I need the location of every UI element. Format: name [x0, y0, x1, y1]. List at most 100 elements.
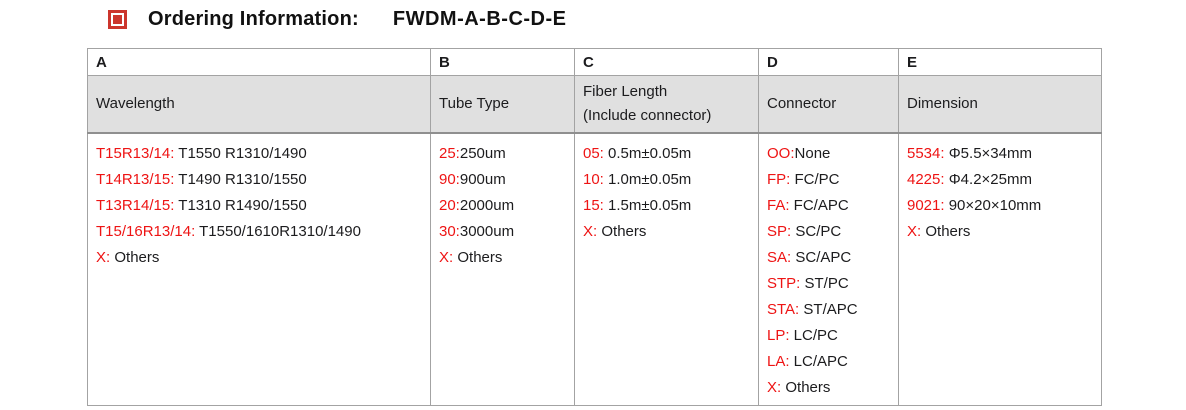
- option-code: X:: [439, 249, 454, 266]
- header-row: Wavelength Tube Type Fiber Length (Inclu…: [87, 75, 1102, 134]
- ordering-code: FWDM-A-B-C-D-E: [392, 8, 567, 30]
- option-item: 20:2000um: [439, 193, 566, 219]
- option-item: 05: 0.5m±0.05m: [583, 141, 750, 167]
- option-code: OO:: [767, 145, 795, 162]
- option-item: 5534: Φ5.5×34mm: [907, 141, 1093, 167]
- ordering-table: A B C D E Wavelength Tube Type Fiber Len…: [87, 48, 1102, 406]
- option-code: T15/16R13/14:: [96, 223, 196, 240]
- option-desc: 0.5m±0.05m: [603, 145, 692, 162]
- red-square-bullet-icon: [108, 10, 127, 29]
- option-desc: FC/APC: [789, 197, 849, 214]
- column-header-dimension: Dimension: [898, 75, 1102, 134]
- option-desc: T1310 R1490/1550: [174, 197, 307, 214]
- option-desc: None: [794, 145, 831, 162]
- option-item: X: Others: [907, 219, 1093, 245]
- option-desc: FC/PC: [790, 171, 840, 188]
- option-item: STA: ST/APC: [767, 297, 890, 323]
- option-code: STA:: [767, 301, 800, 318]
- option-item: T14R13/15: T1490 R1310/1550: [96, 167, 422, 193]
- option-desc: Others: [781, 379, 831, 396]
- option-desc: T1550 R1310/1490: [174, 145, 307, 162]
- option-code: 9021:: [907, 197, 945, 214]
- option-desc: T1490 R1310/1550: [174, 171, 307, 188]
- option-item: STP: ST/PC: [767, 271, 890, 297]
- option-desc: LC/PC: [789, 327, 838, 344]
- option-desc: Others: [453, 249, 503, 266]
- option-code: T15R13/14:: [96, 145, 175, 162]
- option-desc: Others: [110, 249, 160, 266]
- red-square-bullet-inner: [113, 15, 122, 24]
- column-header-tube-type: Tube Type: [430, 75, 575, 134]
- option-item: OO:None: [767, 141, 890, 167]
- option-item: X: Others: [439, 245, 566, 271]
- option-desc: Others: [597, 223, 647, 240]
- column-values-connector: OO:None FP: FC/PC FA: FC/APC SP: SC/PC SA: S…: [758, 132, 899, 406]
- option-desc: SC/APC: [791, 249, 852, 266]
- option-item: X: Others: [583, 219, 750, 245]
- option-code: 90:: [439, 171, 460, 188]
- option-code: X:: [583, 223, 598, 240]
- section-title-label: Ordering Information:: [148, 8, 359, 30]
- option-item: SA: SC/APC: [767, 245, 890, 271]
- option-code: X:: [907, 223, 922, 240]
- column-header-fiber-length: Fiber Length (Include connector): [574, 75, 759, 134]
- option-code: 5534:: [907, 145, 945, 162]
- option-code: FA:: [767, 197, 790, 214]
- option-desc: ST/APC: [799, 301, 858, 318]
- option-item: SP: SC/PC: [767, 219, 890, 245]
- option-item: LP: LC/PC: [767, 323, 890, 349]
- section-title: Ordering Information: FWDM-A-B-C-D-E: [108, 8, 567, 31]
- option-item: 4225: Φ4.2×25mm: [907, 167, 1093, 193]
- option-code: T13R14/15:: [96, 197, 175, 214]
- option-code: 25:: [439, 145, 460, 162]
- option-desc: LC/APC: [789, 353, 848, 370]
- column-letter-a: A: [87, 48, 431, 76]
- option-item: 25:250um: [439, 141, 566, 167]
- option-item: 9021: 90×20×10mm: [907, 193, 1093, 219]
- option-item: FA: FC/APC: [767, 193, 890, 219]
- option-desc: Φ5.5×34mm: [944, 145, 1032, 162]
- content-row: T15R13/14: T1550 R1310/1490 T14R13/15: T1…: [87, 132, 1102, 406]
- column-values-tube-type: 25:250um 90:900um 20:2000um 30:3000um X: Oth…: [430, 132, 575, 406]
- option-desc: 900um: [459, 171, 506, 188]
- column-letter-e: E: [898, 48, 1102, 76]
- option-desc: 3000um: [459, 223, 515, 240]
- option-code: SA:: [767, 249, 792, 266]
- option-desc: SC/PC: [791, 223, 842, 240]
- option-desc: 90×20×10mm: [944, 197, 1042, 214]
- option-code: T14R13/15:: [96, 171, 175, 188]
- column-letter-b: B: [430, 48, 575, 76]
- option-code: STP:: [767, 275, 801, 292]
- option-item: FP: FC/PC: [767, 167, 890, 193]
- option-desc: T1550/1610R1310/1490: [195, 223, 361, 240]
- option-item: 15: 1.5m±0.05m: [583, 193, 750, 219]
- option-item: LA: LC/APC: [767, 349, 890, 375]
- option-item: X: Others: [767, 375, 890, 401]
- option-item: T15R13/14: T1550 R1310/1490: [96, 141, 422, 167]
- option-desc: 1.5m±0.05m: [603, 197, 692, 214]
- option-item: 10: 1.0m±0.05m: [583, 167, 750, 193]
- option-code: X:: [767, 379, 782, 396]
- column-header-connector: Connector: [758, 75, 899, 134]
- option-desc: 2000um: [459, 197, 515, 214]
- option-item: T13R14/15: T1310 R1490/1550: [96, 193, 422, 219]
- option-item: X: Others: [96, 245, 422, 271]
- option-code: 20:: [439, 197, 460, 214]
- option-item: 30:3000um: [439, 219, 566, 245]
- column-values-wavelength: T15R13/14: T1550 R1310/1490 T14R13/15: T1…: [87, 132, 431, 406]
- column-letter-d: D: [758, 48, 899, 76]
- option-desc: ST/PC: [800, 275, 849, 292]
- option-item: T15/16R13/14: T1550/1610R1310/1490: [96, 219, 422, 245]
- option-code: 15:: [583, 197, 604, 214]
- column-values-dimension: 5534: Φ5.5×34mm 4225: Φ4.2×25mm 9021: 90×2…: [898, 132, 1102, 406]
- option-code: 10:: [583, 171, 604, 188]
- column-letter-c: C: [574, 48, 759, 76]
- option-desc: 1.0m±0.05m: [603, 171, 692, 188]
- option-code: LA:: [767, 353, 790, 370]
- option-code: LP:: [767, 327, 790, 344]
- option-desc: Others: [921, 223, 971, 240]
- option-code: 4225:: [907, 171, 945, 188]
- column-values-fiber-length: 05: 0.5m±0.05m 10: 1.0m±0.05m 15: 1.5m±0.0…: [574, 132, 759, 406]
- option-code: FP:: [767, 171, 791, 188]
